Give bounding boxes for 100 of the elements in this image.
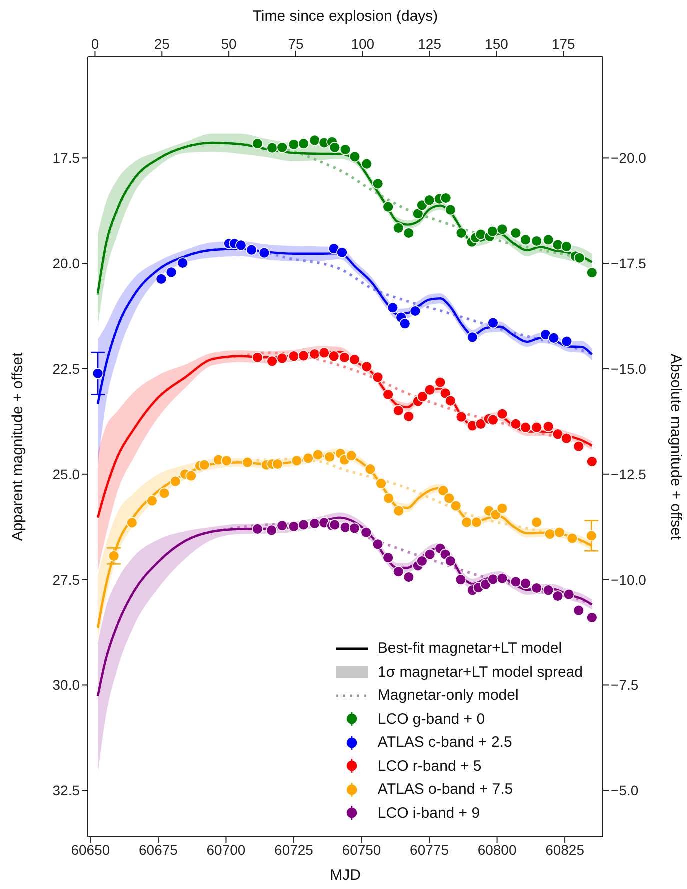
point [372,178,384,190]
point [252,524,264,535]
point [170,476,182,488]
point [329,519,341,531]
point [361,158,373,170]
point [440,388,452,400]
point [288,139,300,150]
point [573,604,584,616]
point [445,556,456,567]
point [324,452,336,463]
point [531,582,542,594]
point [288,521,300,532]
point [309,518,320,530]
y2-tick-label: −12.5 [611,466,647,482]
point [266,142,278,154]
point [440,192,452,204]
point [586,456,598,468]
point [298,350,310,362]
point [382,552,394,564]
point [566,532,578,544]
legend-label: LCO r-band + 5 [378,758,482,775]
point [403,228,415,239]
point [266,356,278,368]
point [372,372,384,384]
x-tick-label: 60650 [71,842,110,858]
x2-tick-label: 25 [154,36,170,52]
y2-tick-label: −5.0 [611,782,639,799]
point [158,488,170,499]
point [561,432,572,444]
point [552,428,564,440]
x2-tick-label: 125 [418,36,442,52]
y2-tick-label: −15.0 [611,360,647,377]
point [236,240,247,252]
point [456,411,468,423]
point [346,450,358,462]
point [309,348,320,360]
x-tick-label: 60725 [274,842,314,858]
point [573,440,584,452]
point [471,516,482,528]
point [542,421,554,432]
point [544,528,556,540]
point [252,138,264,150]
point [561,241,572,252]
point [410,306,422,317]
point [496,224,508,236]
point [361,361,373,372]
point [393,222,404,234]
y2-tick-label: −10.0 [611,572,647,588]
point [531,516,542,528]
y-tick-label: 22.5 [52,360,80,377]
point [450,500,462,512]
point [403,572,415,583]
point [156,274,168,285]
point [456,228,468,239]
point [488,317,499,329]
point [252,352,264,364]
x2-tick-label: 100 [351,36,375,52]
y-tick-label: 30.0 [52,677,80,694]
x2-tick-label: 0 [91,36,100,52]
point [520,422,532,434]
legend-label: ATLAS o-band + 7.5 [378,781,514,798]
point [92,368,104,380]
point [531,236,542,247]
point [126,517,138,528]
legend-label: Magnetar-only model [378,687,519,704]
y-axis-title: Apparent magnitude + offset [10,352,26,542]
point [108,550,120,562]
point [360,526,372,538]
point [246,244,258,256]
point [309,134,320,146]
legend-label: 1σ magnetar+LT model spread [378,664,583,681]
point [364,464,376,475]
point [403,411,415,422]
point [393,505,404,517]
point [393,566,404,578]
point [542,584,554,596]
point [586,267,598,278]
y2-tick-label: −17.5 [611,256,647,272]
legend-label: LCO g-band + 0 [378,710,486,728]
point [186,470,197,482]
point [548,332,560,344]
point [444,492,455,504]
point [467,332,478,343]
y-tick-label: 27.5 [52,572,80,588]
point [382,201,394,213]
point [488,574,499,585]
x-tick-label: 60700 [206,842,246,858]
point [510,418,522,430]
point [475,228,487,240]
point [542,234,554,246]
point [412,208,424,220]
x2-tick-label: 75 [288,36,304,52]
point [461,516,473,528]
point [272,458,284,470]
point [383,492,394,504]
point [520,578,532,590]
point [291,455,303,467]
point [266,524,278,536]
point [552,590,564,602]
point [318,347,330,359]
